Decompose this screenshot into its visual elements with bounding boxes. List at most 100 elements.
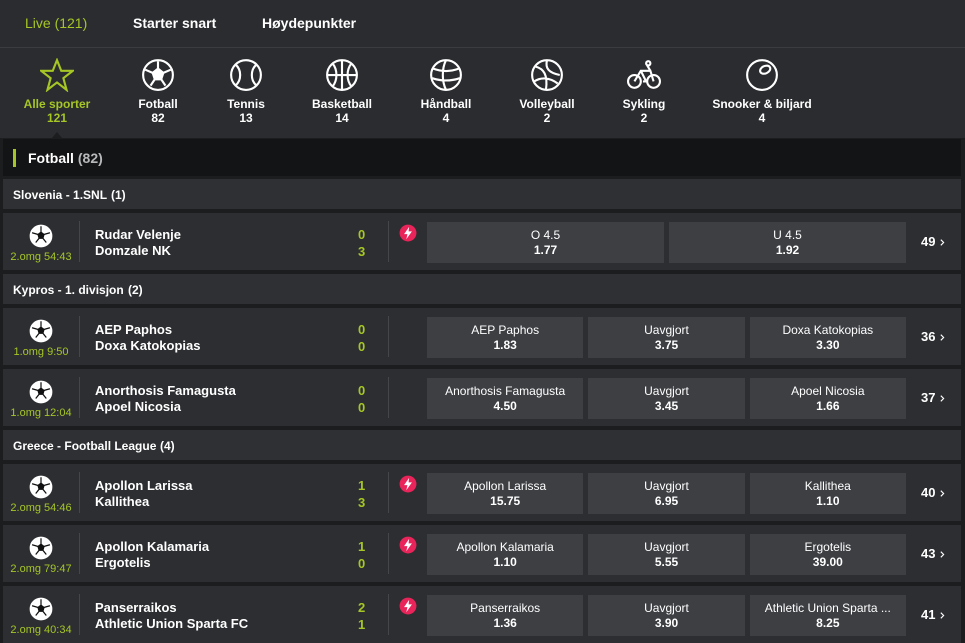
more-markets[interactable]: 49 — [921, 234, 947, 249]
odds-label: U 4.5 — [773, 228, 802, 242]
odds-button[interactable]: Apollon Larissa 15.75 — [427, 473, 584, 514]
away-team: Doxa Katokopias — [95, 338, 201, 353]
home-team: Apollon Larissa — [95, 478, 193, 493]
odds-value: 1.66 — [816, 399, 840, 413]
match-time: 2.omg 79:47 — [10, 563, 72, 575]
tab[interactable]: Live (121) — [25, 15, 88, 31]
odds-button[interactable]: Anorthosis Famagusta 4.50 — [427, 378, 584, 419]
more-markets[interactable]: 37 — [921, 390, 947, 405]
odds-label: Ergotelis — [804, 540, 852, 554]
odds-label: Athletic Union Sparta ... — [764, 601, 891, 615]
tab[interactable]: Starter snart — [133, 15, 217, 31]
sport-icon — [230, 59, 262, 91]
away-team: Apoel Nicosia — [95, 399, 181, 414]
sport-icon — [142, 59, 174, 91]
sport-filter[interactable]: Fotball 82 — [93, 58, 223, 125]
odds-label: Apollon Kalamaria — [456, 540, 554, 554]
match-row: 2.omg 54:46 Apollon Larissa Kallithea 1 3 Apo… — [3, 464, 961, 521]
sport-icon — [627, 60, 661, 89]
divider — [79, 533, 80, 574]
odds-value: 3.75 — [654, 338, 679, 352]
league-header: Slovenia - 1.SNL (1) — [3, 179, 961, 209]
home-score: 0 — [358, 227, 366, 242]
more-count: 49 — [921, 234, 936, 249]
chevron-icon — [940, 612, 945, 619]
home-score: 1 — [358, 478, 366, 493]
odds-value: 1.77 — [533, 243, 558, 257]
sport-filter[interactable]: Snooker & biljard 4 — [697, 58, 827, 125]
home-score: 2 — [358, 600, 366, 615]
sport-filter[interactable]: Tennis 13 — [181, 58, 311, 125]
odds-button[interactable]: Uavgjort 3.75 — [588, 317, 745, 358]
divider — [388, 472, 389, 513]
sport-name: Alle sporter — [23, 97, 91, 111]
sport-count: 121 — [46, 111, 68, 125]
sport-name: Tennis — [227, 97, 265, 111]
more-count: 43 — [921, 546, 936, 561]
odds-button[interactable]: Ergotelis 39.00 — [749, 534, 906, 575]
match-time: 2.omg 40:34 — [10, 624, 72, 636]
sport-icon — [531, 59, 563, 91]
odds-button[interactable]: Uavgjort 5.55 — [588, 534, 745, 575]
odds-button[interactable]: AEP Paphos 1.83 — [427, 317, 584, 358]
odds-label: Uavgjort — [644, 384, 689, 398]
odds-button[interactable]: O 4.5 1.77 — [427, 222, 664, 263]
sport-count: 82 — [151, 111, 165, 125]
home-score: 1 — [358, 539, 366, 554]
odds-value: 6.95 — [654, 494, 679, 508]
odds-button[interactable]: Uavgjort 3.90 — [588, 595, 745, 636]
more-markets[interactable]: 40 — [921, 485, 947, 500]
odds-button[interactable]: Athletic Union Sparta ... 8.25 — [749, 595, 906, 636]
away-score: 0 — [358, 339, 366, 354]
odds-label: Doxa Katokopias — [782, 323, 874, 337]
odds-label: AEP Paphos — [471, 323, 540, 337]
away-score: 1 — [358, 617, 366, 632]
away-team: Kallithea — [95, 494, 150, 509]
top-nav: Live (121) Starter snart Høydepunkter Alle … — [0, 0, 965, 138]
sport-name: Sykling — [622, 97, 666, 111]
sport-filter[interactable]: Håndball 4 — [381, 58, 511, 125]
odds-value: 1.83 — [493, 338, 517, 352]
sport-count: 2 — [640, 111, 648, 125]
divider — [79, 472, 80, 513]
sport-name: Fotball — [138, 97, 178, 111]
match-time: 1.omg 12:04 — [10, 407, 72, 419]
odds-label: Uavgjort — [644, 540, 689, 554]
more-markets[interactable]: 43 — [921, 546, 947, 561]
odds-label: Apollon Larissa — [464, 479, 547, 493]
sport-name: Volleyball — [519, 97, 575, 111]
section-header: Fotball (82) — [3, 139, 961, 176]
odds-button[interactable]: Apollon Kalamaria 1.10 — [427, 534, 584, 575]
odds-button[interactable]: Kallithea 1.10 — [749, 473, 906, 514]
sport-filter[interactable]: Alle sporter 121 — [0, 58, 122, 138]
more-markets[interactable]: 36 — [921, 329, 947, 344]
home-team: AEP Paphos — [95, 322, 173, 337]
sport-icon — [29, 319, 53, 343]
odds-button[interactable]: Doxa Katokopias 3.30 — [749, 317, 906, 358]
divider — [79, 594, 80, 635]
odds-label: Uavgjort — [644, 323, 689, 337]
sport-filter[interactable]: Volleyball 2 — [482, 58, 612, 125]
divider — [79, 221, 80, 262]
home-team: Anorthosis Famagusta — [95, 383, 236, 398]
sport-filter[interactable]: Sykling 2 — [579, 58, 709, 125]
live-stream-icon — [399, 536, 417, 554]
more-markets[interactable]: 41 — [921, 607, 947, 622]
tab-divider — [0, 47, 965, 48]
odds-button[interactable]: U 4.5 1.92 — [669, 222, 906, 263]
sport-icon — [29, 224, 53, 248]
odds-button[interactable]: Panserraikos 1.36 — [427, 595, 584, 636]
odds-value: 1.10 — [493, 555, 517, 569]
league-count: (4) — [160, 439, 175, 453]
sport-filter[interactable]: Basketball 14 — [277, 58, 407, 125]
league-count: (1) — [111, 188, 126, 202]
chevron-icon — [940, 334, 945, 341]
odds-button[interactable]: Apoel Nicosia 1.66 — [749, 378, 906, 419]
tab[interactable]: Høydepunkter — [262, 15, 357, 31]
sport-count: 4 — [442, 111, 450, 125]
odds-button[interactable]: Uavgjort 6.95 — [588, 473, 745, 514]
odds-button[interactable]: Uavgjort 3.45 — [588, 378, 745, 419]
chevron-icon — [940, 551, 945, 558]
away-score: 0 — [358, 556, 366, 571]
odds-value: 3.30 — [816, 338, 840, 352]
